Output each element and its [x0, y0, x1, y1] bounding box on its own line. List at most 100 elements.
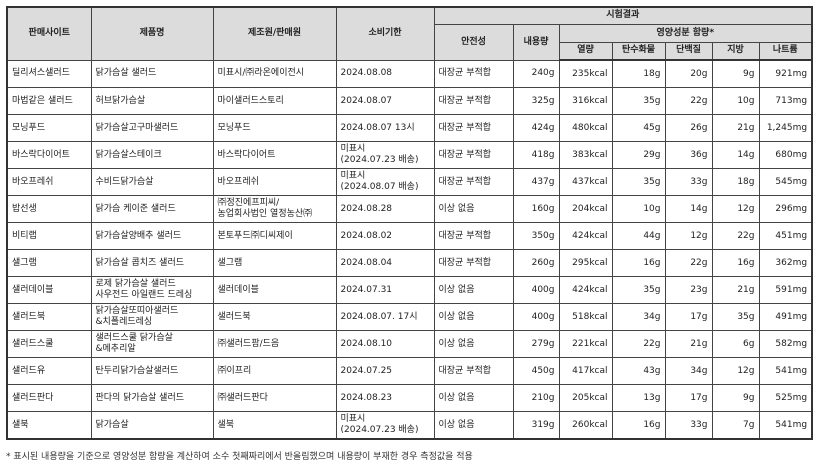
cell-site: 샐북	[6, 411, 92, 440]
cell-carb: 35g	[611, 87, 666, 115]
header-results: 시험결과	[433, 6, 813, 25]
cell-safety: 대장균 부적합	[433, 87, 514, 115]
cell-content: 160g	[512, 195, 560, 223]
cell-content: 260g	[512, 249, 560, 277]
cell-protein: 26g	[664, 114, 713, 142]
cell-protein: 20g	[664, 59, 713, 88]
table-row: 샐러드판다 판다의 닭가슴살 샐러드 ㈜샐러드판다 2024.08.23 이상 없음 21…	[6, 384, 813, 412]
cell-maker: 샐북	[212, 411, 337, 440]
cell-sodium: 591mg	[758, 276, 813, 304]
cell-expiry: 미표시 (2024.08.07 배송)	[335, 168, 435, 196]
cell-maker: 모닝푸드	[212, 114, 337, 142]
cell-sodium: 451mg	[758, 222, 813, 250]
cell-carb: 34g	[611, 303, 666, 331]
cell-maker: 본토푸드㈜디씨제이	[212, 222, 337, 250]
cell-kcal: 260kcal	[558, 411, 613, 440]
cell-fat: 14g	[711, 141, 760, 169]
cell-safety: 대장균 부적합	[433, 168, 514, 196]
cell-fat: 22g	[711, 222, 760, 250]
cell-product: 허브닭가슴살	[90, 87, 214, 115]
cell-product: 닭가슴 케이준 샐러드	[90, 195, 214, 223]
cell-protein: 23g	[664, 276, 713, 304]
cell-safety: 대장균 부적합	[433, 114, 514, 142]
cell-safety: 대장균 부적합	[433, 141, 514, 169]
cell-expiry: 미표시 (2024.07.23 배송)	[335, 141, 435, 169]
cell-product: 수비드닭가슴살	[90, 168, 214, 196]
cell-product: 닭가슴살	[90, 411, 214, 440]
cell-carb: 16g	[611, 411, 666, 440]
cell-safety: 대장균 부적합	[433, 249, 514, 277]
cell-expiry: 미표시 (2024.07.23 배송)	[335, 411, 435, 440]
table-row: 샐북 닭가슴살 샐북 미표시 (2024.07.23 배송) 이상 없음 319g 260kc…	[6, 411, 813, 440]
table-row: 바오프레쉬 수비드닭가슴살 바오프레쉬 미표시 (2024.08.07 배송) 대장균 부…	[6, 168, 813, 196]
cell-maker: ㈜샐러드팜/드음	[212, 330, 337, 358]
cell-kcal: 480kcal	[558, 114, 613, 142]
cell-site: 바스락다이어트	[6, 141, 92, 169]
cell-sodium: 296mg	[758, 195, 813, 223]
cell-sodium: 541mg	[758, 411, 813, 440]
header-maker: 제조원/판매원	[212, 6, 337, 61]
cell-protein: 12g	[664, 222, 713, 250]
cell-fat: 35g	[711, 303, 760, 331]
cell-fat: 7g	[711, 411, 760, 440]
cell-expiry: 2024.08.02	[335, 222, 435, 250]
cell-site: 바오프레쉬	[6, 168, 92, 196]
cell-carb: 16g	[611, 249, 666, 277]
cell-product: 판다의 닭가슴살 샐러드	[90, 384, 214, 412]
cell-maker: 샐러데이블	[212, 276, 337, 304]
cell-site: 마법같은 샐러드	[6, 87, 92, 115]
cell-protein: 14g	[664, 195, 713, 223]
cell-expiry: 2024.08.23	[335, 384, 435, 412]
table-row: 샐러드북 닭가슴살또띠아샐러드 &치폴레드레싱 샐러드북 2024.08.07. 17시…	[6, 303, 813, 331]
cell-kcal: 437kcal	[558, 168, 613, 196]
cell-expiry: 2024.08.08	[335, 59, 435, 88]
cell-protein: 22g	[664, 249, 713, 277]
cell-content: 400g	[512, 276, 560, 304]
table-row: 바스락다이어트 닭가슴살스테이크 바스락다이어트 미표시 (2024.07.23 배송)…	[6, 141, 813, 169]
cell-carb: 10g	[611, 195, 666, 223]
cell-maker: ㈜샐러드판다	[212, 384, 337, 412]
cell-content: 437g	[512, 168, 560, 196]
cell-fat: 16g	[711, 249, 760, 277]
cell-carb: 18g	[611, 59, 666, 88]
cell-content: 319g	[512, 411, 560, 440]
salad-test-results-table: 판매사이트 제품명 제조원/판매원 소비기한 시험결과 안전성 내용량 영양성분…	[6, 6, 814, 440]
table-row: 비티랩 닭가슴살양배추 샐러드 본토푸드㈜디씨제이 2024.08.02 대장균 부적합…	[6, 222, 813, 250]
cell-expiry: 2024.08.07 13시	[335, 114, 435, 142]
cell-protein: 33g	[664, 168, 713, 196]
cell-sodium: 680mg	[758, 141, 813, 169]
cell-protein: 17g	[664, 303, 713, 331]
cell-site: 샐러드북	[6, 303, 92, 331]
cell-expiry: 2024.08.28	[335, 195, 435, 223]
cell-sodium: 713mg	[758, 87, 813, 115]
cell-protein: 36g	[664, 141, 713, 169]
cell-kcal: 383kcal	[558, 141, 613, 169]
cell-carb: 35g	[611, 168, 666, 196]
cell-content: 279g	[512, 330, 560, 358]
cell-content: 424g	[512, 114, 560, 142]
cell-site: 비티랩	[6, 222, 92, 250]
cell-fat: 12g	[711, 357, 760, 385]
cell-carb: 35g	[611, 276, 666, 304]
cell-protein: 22g	[664, 87, 713, 115]
cell-protein: 21g	[664, 330, 713, 358]
cell-site: 샐러드판다	[6, 384, 92, 412]
table-row: 샐러데이블 로제 닭가슴살 샐러드 사우전드 아일랜드 드레싱 샐러데이블 2024.0…	[6, 276, 813, 304]
cell-fat: 9g	[711, 59, 760, 88]
cell-kcal: 205kcal	[558, 384, 613, 412]
cell-maker: 바오프레쉬	[212, 168, 337, 196]
cell-sodium: 545mg	[758, 168, 813, 196]
cell-safety: 대장균 부적합	[433, 59, 514, 88]
cell-protein: 17g	[664, 384, 713, 412]
header-content: 내용량	[512, 23, 560, 61]
footnote: * 표시된 내용량을 기준으로 영양성분 함량을 계산하여 소수 첫째짜리에서 …	[6, 452, 473, 462]
cell-maker: 마이샐러드스토리	[212, 87, 337, 115]
cell-content: 350g	[512, 222, 560, 250]
cell-expiry: 2024.08.04	[335, 249, 435, 277]
header-protein: 단백질	[664, 41, 713, 61]
table-row: 마법같은 샐러드 허브닭가슴살 마이샐러드스토리 2024.08.07 대장균 부적합 3…	[6, 87, 813, 115]
cell-safety: 대장균 부적합	[433, 357, 514, 385]
cell-content: 450g	[512, 357, 560, 385]
cell-carb: 45g	[611, 114, 666, 142]
cell-expiry: 2024.07.31	[335, 276, 435, 304]
